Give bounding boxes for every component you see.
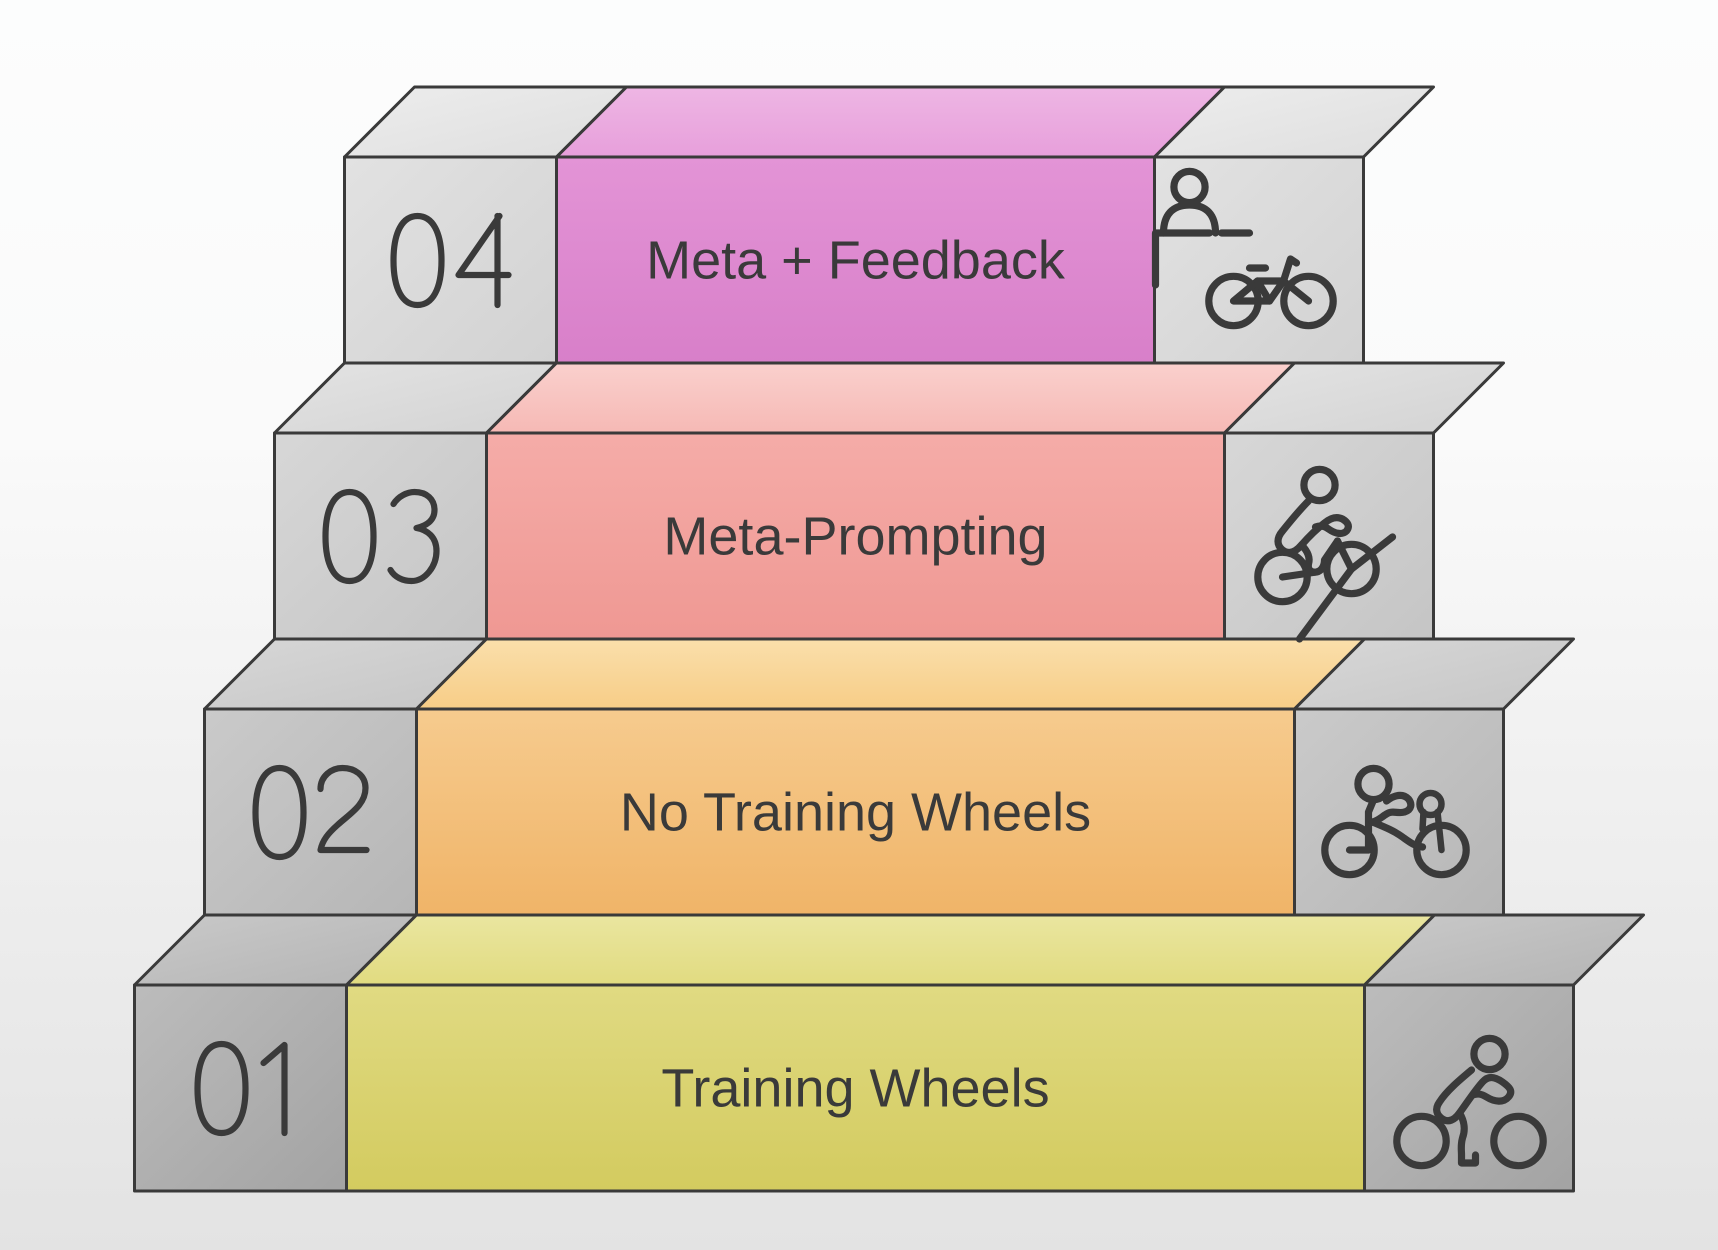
svg-text:No Training Wheels: No Training Wheels bbox=[620, 782, 1091, 842]
svg-text:Training Wheels: Training Wheels bbox=[661, 1058, 1049, 1118]
svg-text:Meta + Feedback: Meta + Feedback bbox=[646, 230, 1066, 290]
svg-text:Meta-Prompting: Meta-Prompting bbox=[663, 506, 1047, 566]
